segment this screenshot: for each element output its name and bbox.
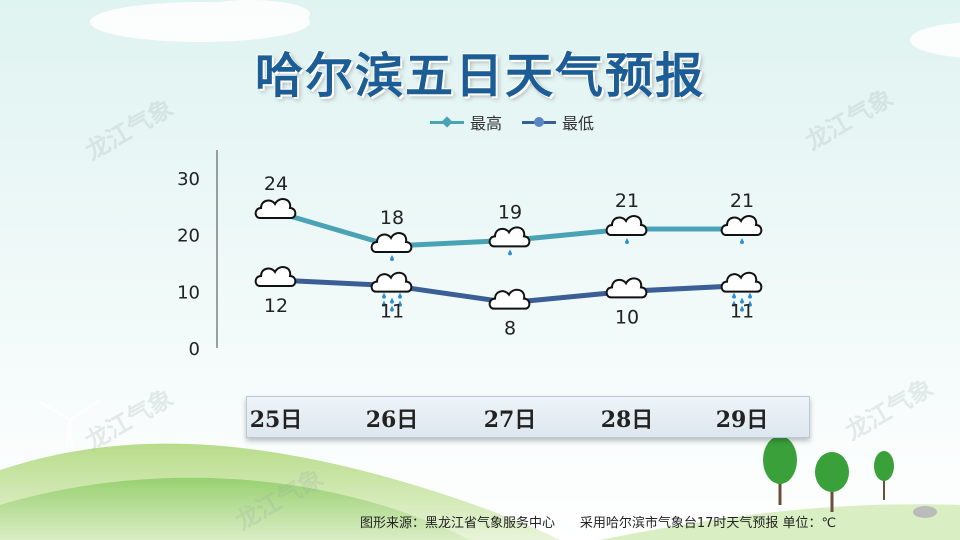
legend-swatch-low (522, 116, 557, 128)
footer: 图形来源：黑龙江省气象服务中心 采用哈尔滨市气象台17时天气预报 单位：℃ (360, 512, 836, 531)
footer-note: 采用哈尔滨市气象台17时天气预报 单位：℃ (579, 516, 837, 531)
y-tick-label: 30 (177, 169, 200, 190)
rain-cloud-icon (720, 215, 763, 244)
date-bar (246, 396, 810, 438)
y-tick-label: 20 (177, 226, 200, 247)
legend-item-low: 最低 (522, 110, 594, 134)
tree-icon (763, 436, 797, 505)
y-tick-label: 10 (177, 282, 200, 303)
tree-icon (874, 451, 937, 518)
cloudy-icon (254, 198, 297, 219)
rain-cloud-icon (720, 271, 763, 312)
cloudy-icon (488, 288, 531, 310)
rain-cloud-icon (605, 215, 648, 244)
y-tick-label: 0 (189, 339, 200, 360)
data-label: 18 (380, 207, 404, 229)
legend-label-high: 最高 (470, 114, 503, 133)
data-label: 21 (615, 190, 639, 212)
footer-source: 图形来源：黑龙江省气象服务中心 (360, 516, 556, 531)
data-label: 21 (730, 190, 754, 212)
cloudy-icon (254, 266, 297, 287)
rain-cloud-icon (488, 226, 531, 256)
x-tick-label: 29日 (715, 407, 769, 433)
page-title: 哈尔滨五日天气预报 (254, 48, 705, 104)
data-label: 11 (730, 301, 754, 323)
legend-label-low: 最低 (562, 114, 595, 133)
x-tick-label: 25日 (249, 407, 303, 433)
cloud-decoration (90, 0, 960, 58)
x-tick-label: 26日 (365, 407, 419, 433)
data-label: 12 (264, 295, 288, 317)
data-label: 19 (498, 201, 522, 223)
data-label: 8 (504, 318, 516, 340)
x-tick-label: 27日 (483, 407, 537, 433)
rain-cloud-icon (370, 271, 413, 312)
chart-legend: 最高 最低 (430, 110, 594, 134)
hill (0, 477, 470, 540)
tree-icon (815, 452, 849, 512)
data-label: 11 (380, 301, 404, 323)
data-label: 24 (264, 173, 288, 195)
x-tick-label: 28日 (600, 407, 654, 433)
cloudy-icon (605, 277, 648, 299)
data-label: 10 (615, 306, 639, 328)
legend-item-high: 最高 (430, 110, 502, 134)
legend-swatch-high (430, 116, 464, 128)
rain-cloud-icon (370, 232, 413, 261)
hill (600, 504, 960, 540)
